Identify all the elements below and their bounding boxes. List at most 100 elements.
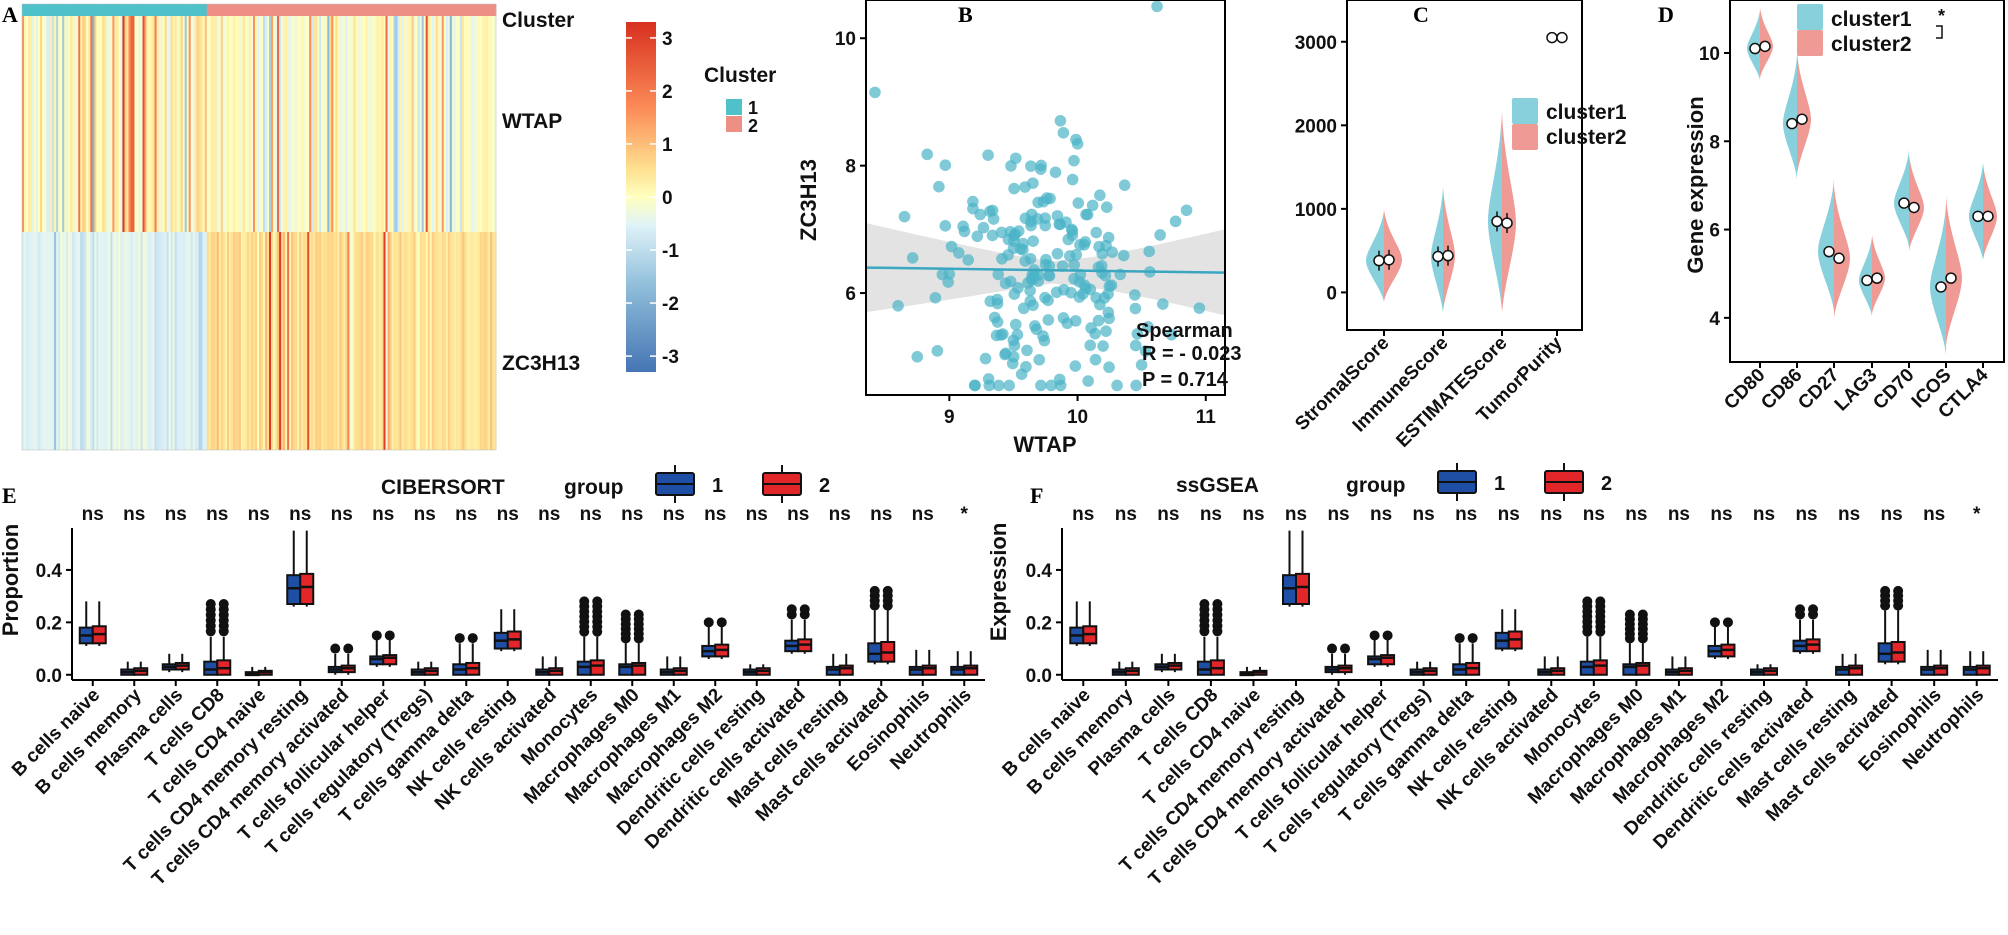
scatter-point	[1092, 314, 1105, 327]
zc3h13-cell	[34, 232, 37, 450]
scatter-point	[939, 220, 952, 232]
wtap-cell	[353, 16, 356, 232]
wtap-cell	[94, 16, 97, 232]
cluster-annotation-cell	[82, 4, 85, 16]
zc3h13-cell	[236, 232, 240, 450]
scatter-point	[1079, 236, 1092, 248]
d-legend-label-1: cluster1	[1831, 8, 1912, 31]
wtap-cell	[297, 16, 300, 232]
wtap-cell	[349, 16, 352, 232]
cluster-annotation-cell	[297, 4, 300, 16]
outlier-point	[620, 609, 631, 620]
wtap-cell	[347, 16, 350, 232]
scatter-point	[982, 149, 994, 161]
cluster-annotation-cell	[277, 4, 280, 16]
significance-label: ns	[165, 504, 187, 525]
outlier-point	[869, 585, 880, 596]
box-group-1	[369, 655, 385, 666]
wtap-cell	[98, 16, 101, 232]
significance-label: ns	[704, 504, 726, 525]
cluster-annotation-cell	[240, 4, 244, 16]
scatter-point	[1111, 379, 1123, 392]
scatter-point	[1103, 361, 1115, 374]
wtap-cell	[493, 16, 497, 232]
scatter-point	[1085, 322, 1097, 334]
scatter-point	[1082, 375, 1094, 387]
scatter-point	[1094, 189, 1106, 202]
zc3h13-cell	[24, 232, 27, 450]
violin-d-y-label: Gene expression	[1683, 96, 1708, 273]
wtap-cell	[301, 16, 304, 232]
cluster-annotation-cell	[471, 4, 475, 16]
scatter-point	[1193, 302, 1206, 314]
zc3h13-cell	[230, 232, 234, 450]
zc3h13-cell	[275, 232, 278, 450]
x-tick-label: 9	[944, 407, 955, 428]
wtap-cell	[60, 16, 63, 232]
cluster-annotation-cell	[371, 4, 374, 16]
wtap-cell	[236, 16, 240, 232]
zc3h13-cell	[194, 232, 198, 450]
cluster-annotation-cell	[275, 4, 278, 16]
cluster-annotation-cell	[383, 4, 386, 16]
zc3h13-cell	[273, 232, 276, 450]
panel-c: C StromalScoreImmuneScoreESTIMATEScoreTu…	[1291, 0, 1627, 452]
wtap-cell	[194, 16, 198, 232]
zc3h13-cell	[323, 232, 326, 450]
cluster-annotation-cell	[168, 4, 172, 16]
c-legend-swatch-1	[1512, 98, 1538, 124]
wtap-cell	[182, 16, 186, 232]
scatter-point	[1090, 226, 1103, 239]
wtap-cell	[136, 16, 139, 232]
wtap-cell	[475, 16, 479, 232]
median-point-cluster2	[1501, 217, 1513, 229]
scatter-point	[1007, 334, 1020, 347]
cluster-annotation-cell	[50, 4, 53, 16]
wtap-cell	[449, 16, 453, 232]
wtap-cell	[485, 16, 489, 232]
scatter-point	[1063, 250, 1076, 262]
zc3h13-cell	[186, 232, 190, 450]
cluster-legend-title: Cluster	[704, 64, 776, 87]
box-group-2	[1380, 654, 1396, 666]
significance-label: ns	[1370, 504, 1392, 525]
scatter-point	[1053, 373, 1066, 386]
wtap-cell	[46, 16, 49, 232]
zc3h13-cell	[267, 232, 270, 450]
panel-letter-b: B	[958, 2, 973, 27]
violin-cluster2	[1502, 112, 1516, 314]
scatter-point	[1009, 228, 1021, 240]
wtap-cell	[26, 16, 29, 232]
wtap-cell	[443, 16, 447, 232]
outlier-point	[384, 630, 395, 641]
wtap-cell	[407, 16, 411, 232]
zc3h13-cell	[42, 232, 45, 450]
scatter-point	[929, 291, 942, 304]
box-group-1	[950, 665, 966, 676]
zc3h13-cell	[297, 232, 300, 450]
significance-label: ns	[1668, 504, 1690, 525]
zc3h13-cell	[293, 232, 296, 450]
median-point-cluster1	[1432, 250, 1444, 263]
wtap-cell	[287, 16, 290, 232]
zc3h13-cell	[36, 232, 39, 450]
cluster-annotation-cell	[399, 4, 403, 16]
median-point-cluster2	[1908, 201, 1920, 214]
cluster-annotation-cell	[391, 4, 394, 16]
wtap-cell	[22, 16, 25, 232]
cluster-annotation-cell	[30, 4, 33, 16]
wtap-cell	[343, 16, 346, 232]
c-legend-swatch-2	[1512, 124, 1538, 150]
outlier-point	[1467, 633, 1478, 644]
cluster-annotation-cell	[293, 4, 296, 16]
cluster-annotation-cell	[60, 4, 63, 16]
cluster-annotation-cell	[329, 4, 332, 16]
zc3h13-cell	[122, 232, 125, 450]
cluster-annotation-cell	[279, 4, 282, 16]
zc3h13-cell	[78, 232, 81, 450]
scatter-point	[1057, 126, 1070, 139]
significance-label: ns	[621, 504, 643, 525]
wtap-cell	[293, 16, 296, 232]
